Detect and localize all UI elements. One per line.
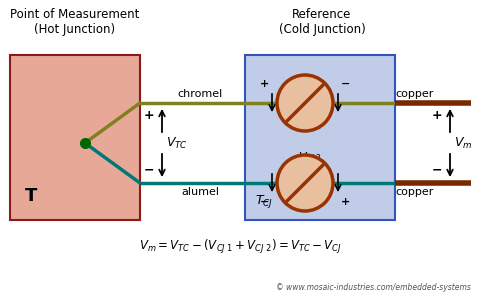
Text: +: + xyxy=(143,109,154,122)
Text: $V_{CJ\ 1}$: $V_{CJ\ 1}$ xyxy=(297,119,322,135)
Text: −: − xyxy=(143,164,154,177)
Text: Reference
(Cold Junction): Reference (Cold Junction) xyxy=(278,8,365,36)
Text: T: T xyxy=(25,187,37,205)
Text: $V_m = V_{TC} - (V_{CJ\ 1} + V_{CJ\ 2}) = V_{TC} - V_{CJ}$: $V_m = V_{TC} - (V_{CJ\ 1} + V_{CJ\ 2}) … xyxy=(138,238,341,256)
Text: +: + xyxy=(259,79,268,89)
Text: copper: copper xyxy=(395,89,433,99)
Bar xyxy=(10,55,140,220)
Text: chromel: chromel xyxy=(177,89,222,99)
Text: alumel: alumel xyxy=(180,187,218,197)
Text: Point of Measurement
(Hot Junction): Point of Measurement (Hot Junction) xyxy=(10,8,139,36)
Text: +: + xyxy=(340,197,349,207)
Text: © www.mosaic-industries.com/embedded-systems: © www.mosaic-industries.com/embedded-sys… xyxy=(276,283,470,292)
Text: +: + xyxy=(431,109,441,122)
Ellipse shape xyxy=(276,155,332,211)
Text: $V_{CJ\ 2}$: $V_{CJ\ 2}$ xyxy=(298,151,321,167)
Bar xyxy=(244,55,394,220)
Text: copper: copper xyxy=(395,187,433,197)
Ellipse shape xyxy=(276,75,332,131)
Text: $T_{CJ}$: $T_{CJ}$ xyxy=(254,193,273,210)
Text: −: − xyxy=(340,79,349,89)
Text: $V_m$: $V_m$ xyxy=(453,135,471,151)
Text: $V_{TC}$: $V_{TC}$ xyxy=(166,135,188,151)
Text: −: − xyxy=(431,164,441,177)
Text: −: − xyxy=(259,197,268,207)
